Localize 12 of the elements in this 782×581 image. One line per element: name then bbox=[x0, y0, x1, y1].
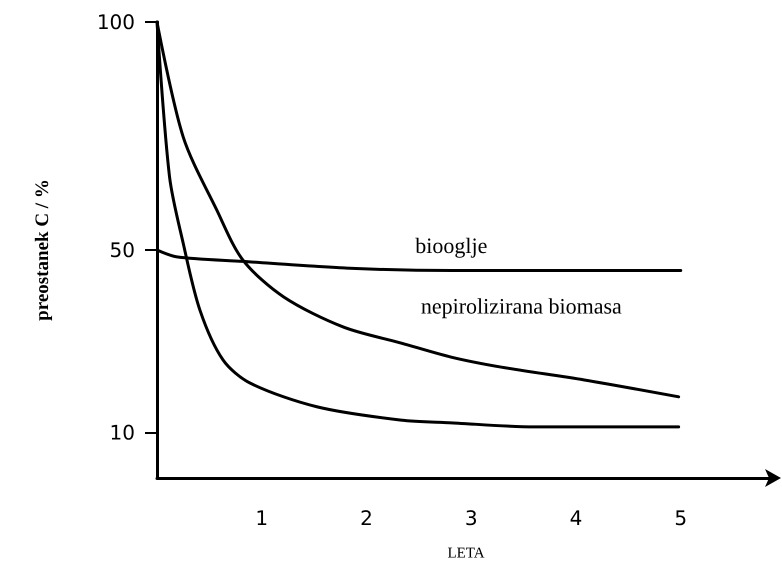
x-tick-label: 5 bbox=[674, 506, 688, 530]
y-tick-label: 100 bbox=[96, 10, 135, 34]
x-tick-label: 2 bbox=[360, 506, 373, 530]
y-tick-label: 10 bbox=[110, 420, 135, 444]
x-tick-label: 3 bbox=[464, 506, 478, 530]
x-axis-title: LETA bbox=[447, 546, 485, 562]
x-tick-label: 1 bbox=[255, 506, 268, 530]
series-label: biooglje bbox=[415, 233, 488, 258]
y-axis-title: preostanek C / % bbox=[32, 179, 53, 321]
y-tick-label: 50 bbox=[110, 238, 135, 262]
series-label: nepirolizirana biomasa bbox=[420, 294, 622, 319]
x-tick-label: 4 bbox=[570, 506, 582, 530]
